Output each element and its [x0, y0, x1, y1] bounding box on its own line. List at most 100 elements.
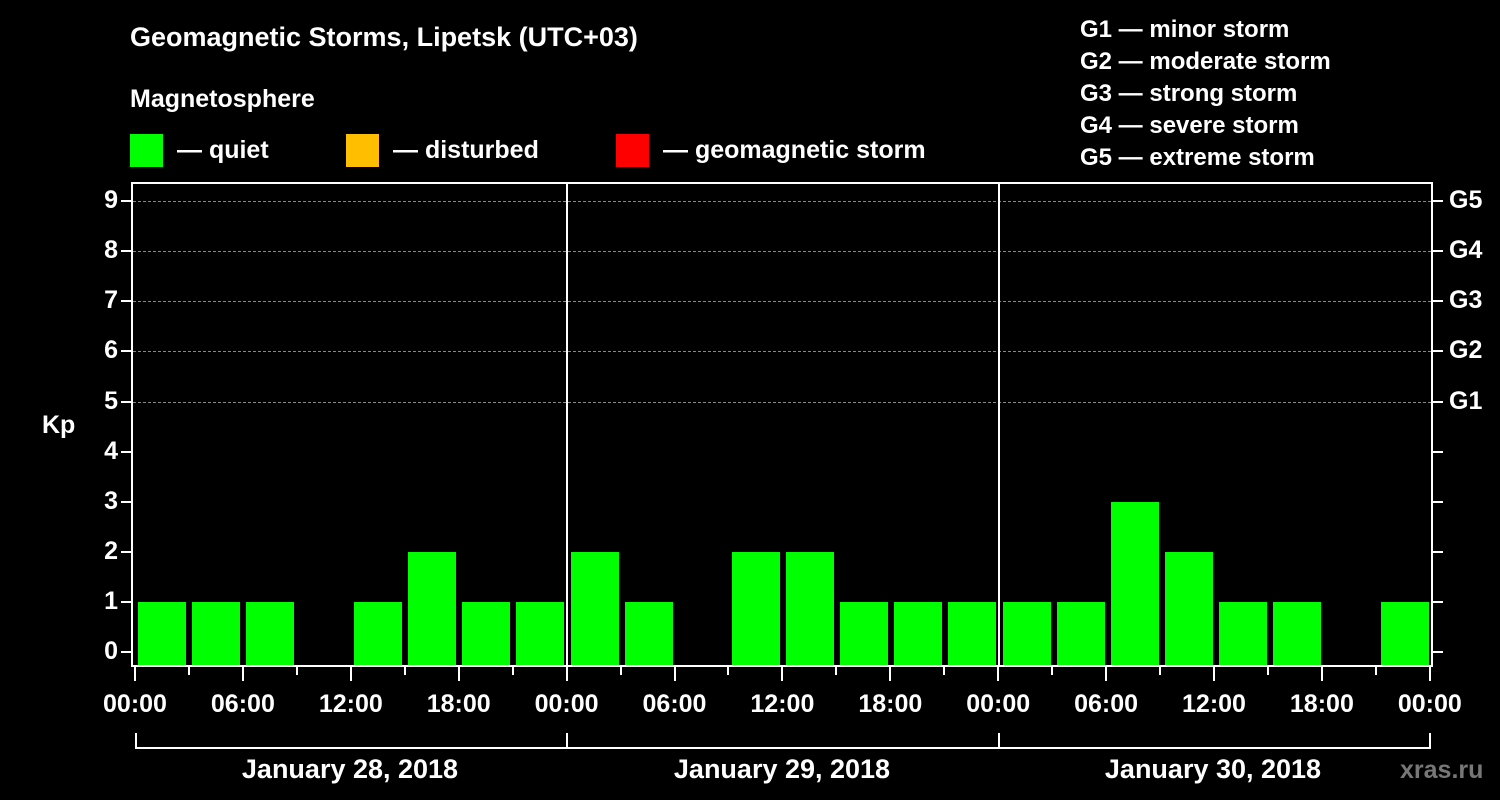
kp-bar	[570, 551, 619, 667]
legend-item-quiet: — quiet	[130, 134, 269, 167]
x-tick	[781, 667, 784, 681]
y-tick-left	[121, 200, 131, 203]
kp-bar	[624, 601, 673, 667]
x-tick-label: 12:00	[318, 690, 383, 718]
legend-swatch-disturbed	[346, 134, 379, 167]
g-scale-g5: G5 — extreme storm	[1080, 144, 1315, 171]
plot-frame	[131, 182, 1433, 667]
x-tick	[403, 667, 406, 675]
y-tick-label: 8	[104, 236, 118, 265]
y-tick-label: 2	[104, 536, 118, 565]
x-tick-label: 00:00	[534, 690, 599, 718]
y-tick-left	[121, 651, 131, 653]
y-tick-label: 3	[104, 486, 118, 515]
x-tick	[511, 667, 514, 675]
y-tick-left	[121, 550, 131, 553]
kp-bar	[948, 601, 997, 667]
chart-subtitle: Magnetosphere	[130, 85, 315, 113]
x-tick	[295, 667, 298, 675]
kp-bar	[353, 601, 402, 667]
x-tick	[1213, 667, 1215, 681]
day-bracket-tick	[1429, 733, 1431, 749]
kp-bar	[138, 601, 186, 667]
g-level-label: G5	[1449, 186, 1483, 215]
y-tick-right	[1433, 500, 1443, 503]
x-tick-label: 06:00	[210, 690, 275, 718]
x-tick-label: 18:00	[1289, 690, 1354, 718]
x-tick	[187, 667, 190, 675]
x-tick	[457, 667, 460, 681]
legend-swatch-storm	[616, 134, 649, 167]
kp-bar	[245, 601, 294, 667]
g-scale-g4: G4 — severe storm	[1080, 112, 1299, 139]
kp-bar	[515, 601, 564, 667]
g-level-label: G2	[1449, 336, 1483, 365]
x-tick	[619, 667, 622, 675]
kp-bar	[786, 551, 835, 667]
y-tick-right	[1433, 600, 1443, 603]
day-separator	[566, 182, 568, 667]
g-scale-legend: G1 — minor storm G2 — moderate storm G3 …	[1080, 14, 1331, 174]
day-bracket-tick	[998, 733, 1000, 749]
y-tick-left	[121, 450, 131, 453]
kp-bar	[1111, 501, 1160, 667]
kp-bar	[1003, 601, 1052, 667]
legend-label-disturbed: — disturbed	[393, 136, 539, 164]
g-level-label: G1	[1449, 386, 1483, 415]
kp-bar	[894, 601, 943, 667]
x-tick	[241, 667, 244, 681]
x-tick	[727, 667, 730, 675]
y-tick-right	[1433, 450, 1443, 453]
y-tick-label: 7	[104, 286, 118, 315]
g-level-label: G3	[1449, 286, 1483, 315]
x-tick-label: 00:00	[103, 690, 167, 718]
x-tick-label: 06:00	[642, 690, 707, 718]
x-tick-label: 12:00	[750, 690, 815, 718]
x-tick	[1428, 667, 1431, 681]
y-tick-label: 1	[104, 586, 118, 615]
x-tick	[565, 667, 568, 681]
y-tick-right	[1433, 651, 1443, 653]
x-tick	[1320, 667, 1323, 681]
x-tick-label: 18:00	[426, 690, 491, 718]
y-tick-left	[121, 500, 131, 503]
chart-title: Geomagnetic Storms, Lipetsk (UTC+03)	[130, 22, 638, 52]
y-tick-left	[121, 600, 131, 603]
x-tick-label: 12:00	[1182, 690, 1246, 718]
day-bracket-line	[135, 747, 1430, 749]
x-tick	[349, 667, 352, 681]
y-tick-right	[1433, 350, 1443, 353]
kp-bar	[732, 551, 781, 667]
kp-bar	[1380, 601, 1429, 667]
x-tick	[1051, 667, 1054, 675]
kp-bar	[407, 551, 456, 667]
legend-label-quiet: — quiet	[177, 136, 269, 164]
gridline	[133, 401, 1431, 403]
gridline	[133, 251, 1431, 253]
legend-item-storm: — geomagnetic storm	[616, 134, 926, 167]
x-tick	[1266, 667, 1269, 675]
day-bracket-tick	[566, 733, 568, 749]
y-tick-right	[1433, 200, 1443, 203]
y-tick-right	[1433, 250, 1443, 253]
g-scale-g2: G2 — moderate storm	[1080, 48, 1331, 75]
x-tick	[673, 667, 676, 681]
y-tick-label: 9	[104, 186, 118, 215]
day-label-3: January 30, 2018	[1104, 754, 1322, 784]
x-tick-label: 00:00	[966, 690, 1031, 718]
y-tick-label: 0	[104, 637, 118, 665]
y-tick-right	[1433, 550, 1443, 553]
x-tick	[835, 667, 838, 675]
x-tick	[1105, 667, 1108, 681]
gridline	[133, 351, 1431, 353]
y-tick-right	[1433, 300, 1443, 303]
y-tick-left	[121, 250, 131, 253]
x-tick-label: 18:00	[858, 690, 923, 718]
y-tick-left	[121, 350, 131, 353]
gridline	[133, 201, 1431, 203]
y-axis-label: Kp	[42, 411, 76, 439]
y-tick-label: 6	[104, 336, 118, 365]
x-tick	[943, 667, 946, 675]
day-separator	[998, 182, 1000, 667]
watermark: xras.ru	[1400, 756, 1484, 784]
